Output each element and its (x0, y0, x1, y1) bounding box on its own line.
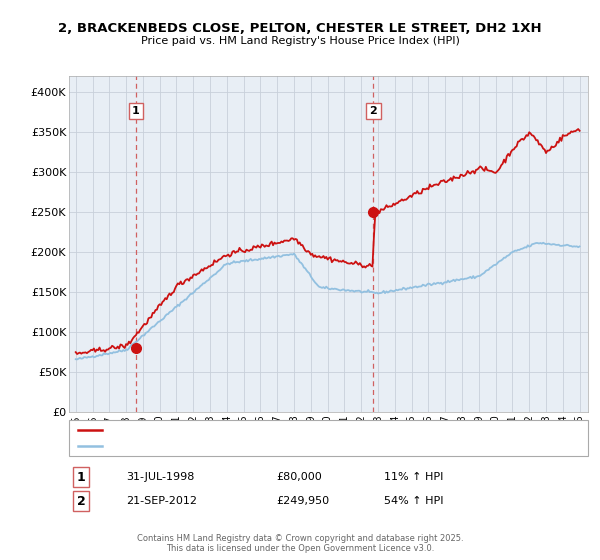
Text: Contains HM Land Registry data © Crown copyright and database right 2025.
This d: Contains HM Land Registry data © Crown c… (137, 534, 463, 553)
Text: £249,950: £249,950 (276, 496, 329, 506)
Text: HPI: Average price, detached house, County Durham: HPI: Average price, detached house, Coun… (106, 442, 345, 451)
Text: 2, BRACKENBEDS CLOSE, PELTON, CHESTER LE STREET, DH2 1XH: 2, BRACKENBEDS CLOSE, PELTON, CHESTER LE… (58, 22, 542, 35)
Text: 1: 1 (77, 470, 85, 484)
Text: 11% ↑ HPI: 11% ↑ HPI (384, 472, 443, 482)
Text: 2, BRACKENBEDS CLOSE, PELTON, CHESTER LE STREET, DH2 1XH (detached house): 2, BRACKENBEDS CLOSE, PELTON, CHESTER LE… (106, 426, 482, 435)
Text: £80,000: £80,000 (276, 472, 322, 482)
Text: 2: 2 (77, 494, 85, 508)
Text: 1: 1 (132, 106, 140, 116)
Text: Price paid vs. HM Land Registry's House Price Index (HPI): Price paid vs. HM Land Registry's House … (140, 36, 460, 46)
Text: 21-SEP-2012: 21-SEP-2012 (126, 496, 197, 506)
Text: 2: 2 (370, 106, 377, 116)
Text: 31-JUL-1998: 31-JUL-1998 (126, 472, 194, 482)
Text: 54% ↑ HPI: 54% ↑ HPI (384, 496, 443, 506)
